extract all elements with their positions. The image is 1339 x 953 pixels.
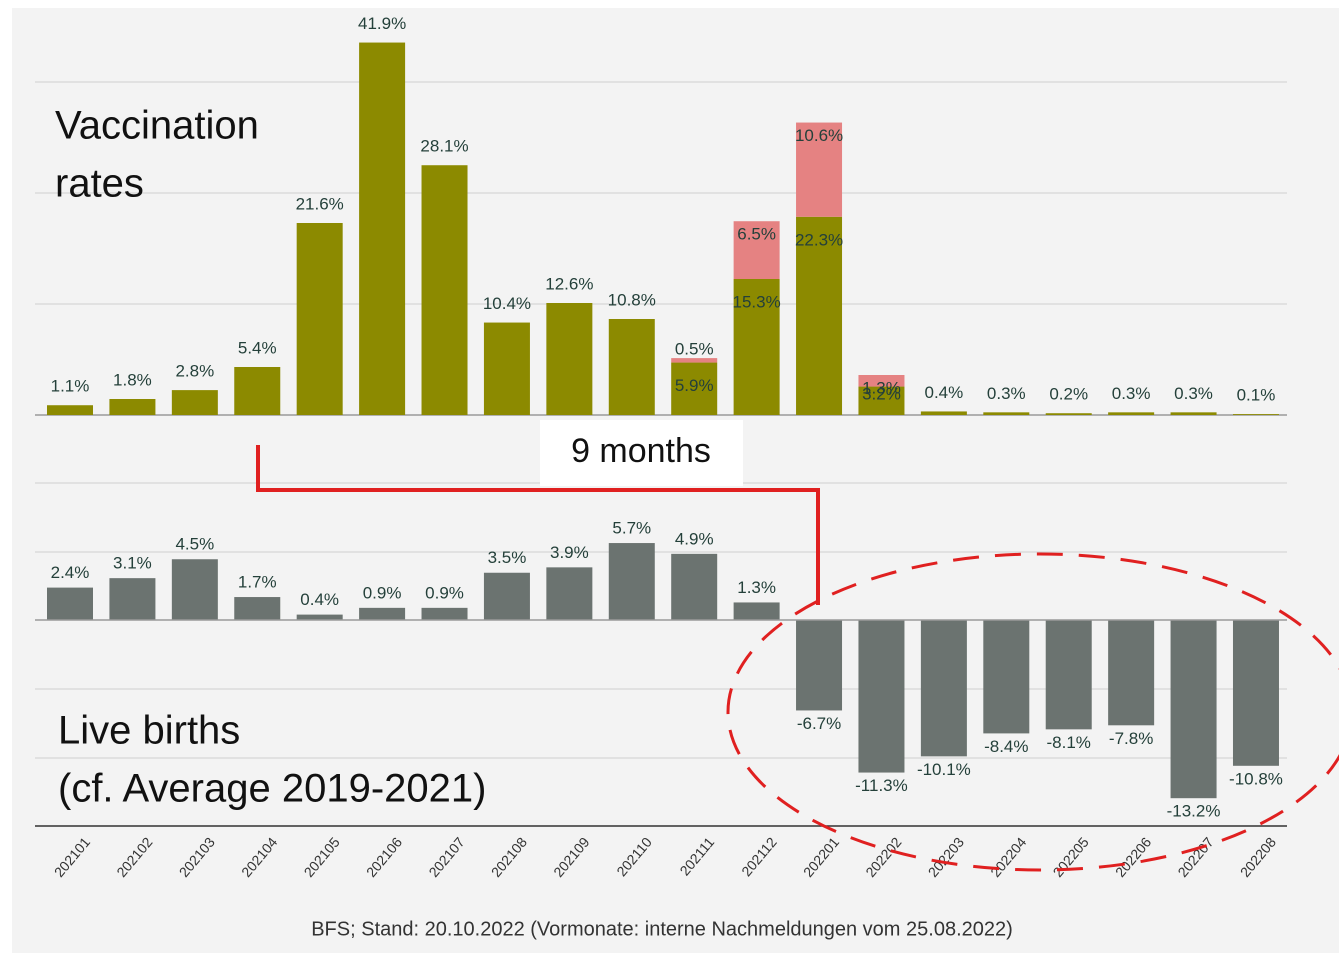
bar-segment	[546, 303, 593, 415]
bar-segment	[421, 165, 468, 415]
value-label: 0.9%	[425, 583, 464, 602]
panel-title: rates	[55, 162, 144, 206]
bar-segment	[858, 375, 905, 387]
bar	[421, 607, 468, 620]
value-label: 28.1%	[420, 137, 468, 156]
value-label: -6.7%	[797, 714, 841, 733]
bar-segment	[858, 386, 905, 415]
value-label: 15.3%	[733, 292, 781, 311]
value-label: -7.8%	[1109, 729, 1153, 748]
value-label: 12.6%	[545, 274, 593, 293]
bar-segment	[1170, 412, 1217, 415]
bar-segment	[608, 319, 655, 415]
bar	[483, 572, 530, 620]
annotation-box	[540, 420, 743, 486]
value-label: 6.5%	[737, 225, 776, 244]
value-label: 1.3%	[862, 378, 901, 397]
value-label: 2.8%	[175, 362, 214, 381]
bar-segment	[796, 216, 843, 415]
value-label: -10.8%	[1229, 769, 1283, 788]
bracket	[256, 445, 820, 605]
value-label: 21.6%	[296, 194, 344, 213]
source: BFS; Stand: 20.10.2022 (Vormonate: inter…	[311, 918, 1013, 940]
bar	[796, 620, 843, 711]
bar	[109, 578, 156, 620]
value-label: 3.5%	[488, 548, 527, 567]
value-label: 0.4%	[300, 590, 339, 609]
bar-segment	[171, 390, 218, 415]
bar	[671, 553, 718, 620]
bar	[1108, 620, 1155, 726]
panel-title: Live births	[58, 709, 240, 753]
bar	[858, 620, 905, 773]
value-label: 4.5%	[175, 535, 214, 554]
bar	[733, 602, 780, 620]
value-label: 5.7%	[612, 519, 651, 538]
bar	[608, 543, 655, 620]
bar	[1170, 620, 1217, 799]
bar-segment	[359, 42, 406, 416]
value-label: 10.8%	[608, 290, 656, 309]
bar-segment	[47, 405, 93, 415]
bar-segment	[1232, 414, 1279, 415]
value-label: 22.3%	[795, 230, 843, 249]
value-label: 0.3%	[1112, 384, 1151, 403]
value-label: 1.3%	[737, 578, 776, 597]
value-label: -8.4%	[984, 737, 1028, 756]
value-label: -10.1%	[917, 760, 971, 779]
bar-segment	[983, 412, 1030, 415]
bar-segment	[109, 399, 156, 415]
value-label: 0.5%	[675, 340, 714, 359]
bar	[983, 620, 1030, 734]
panel-title: Vaccination	[55, 104, 259, 148]
bar-segment	[296, 223, 343, 415]
bar-segment	[796, 122, 843, 217]
bar	[546, 567, 593, 620]
annotation: 9 months	[571, 432, 711, 470]
value-label: 10.4%	[483, 294, 531, 313]
value-label: -8.1%	[1047, 733, 1091, 752]
value-label: 10.6%	[795, 126, 843, 145]
bar	[47, 587, 93, 620]
value-label: 1.1%	[51, 377, 90, 396]
value-label: 0.9%	[363, 583, 402, 602]
value-label: 0.2%	[1049, 385, 1088, 404]
value-label: 1.8%	[113, 370, 152, 389]
value-label: 5.9%	[675, 376, 714, 395]
bar	[359, 607, 406, 620]
value-label: 3.9%	[550, 543, 589, 562]
value-label: 0.3%	[987, 384, 1026, 403]
bar	[171, 559, 218, 620]
bar-segment	[733, 279, 780, 415]
bar-segment	[483, 322, 530, 415]
bar	[920, 620, 967, 757]
bar-segment	[1108, 412, 1155, 415]
value-label: 3.1%	[113, 554, 152, 573]
bar-segment	[733, 221, 780, 279]
value-label: 2.4%	[51, 563, 90, 582]
value-label: -13.2%	[1167, 802, 1221, 821]
value-label: 5.4%	[238, 338, 277, 357]
value-label: -11.3%	[855, 776, 908, 795]
value-label: 0.3%	[1174, 384, 1213, 403]
bar-segment	[1045, 413, 1092, 415]
highlight-ellipse	[726, 552, 1339, 872]
value-label: 1.7%	[238, 573, 277, 592]
value-label: 41.9%	[358, 14, 406, 33]
bar	[1045, 620, 1092, 730]
bar-segment	[920, 411, 967, 415]
bar-segment	[671, 362, 718, 415]
value-label: 4.9%	[675, 529, 714, 548]
bar-segment	[671, 358, 718, 363]
bar	[1232, 620, 1279, 766]
value-label: 0.4%	[925, 383, 964, 402]
bar-segment	[234, 367, 281, 415]
value-label: 0.1%	[1237, 386, 1276, 405]
value-label: 3.2%	[862, 384, 901, 403]
bar	[296, 614, 343, 620]
panel-title: (cf. Average 2019-2021)	[58, 767, 486, 811]
bar	[234, 597, 281, 620]
